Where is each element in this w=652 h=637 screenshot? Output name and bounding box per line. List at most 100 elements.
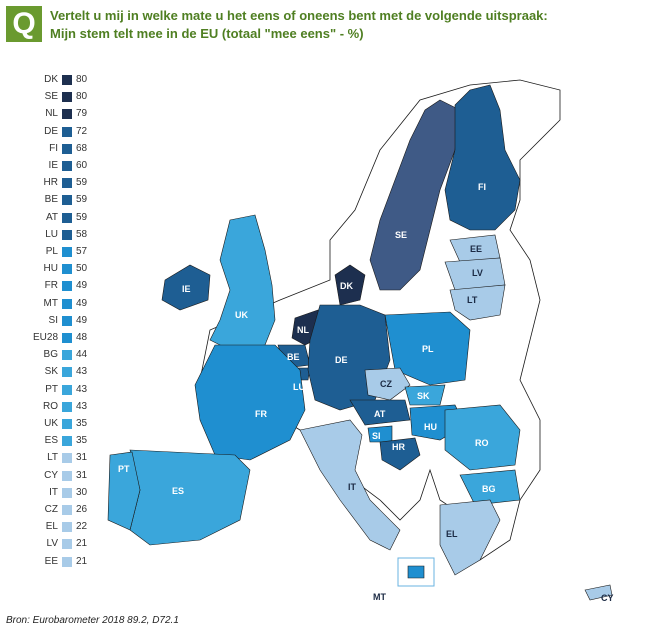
legend-swatch [62, 315, 72, 326]
legend-swatch [62, 161, 72, 171]
country-MT[interactable] [407, 565, 425, 579]
legend-code: CZ [44, 504, 58, 515]
country-IE[interactable] [161, 264, 211, 311]
legend-swatch [62, 281, 72, 292]
country-SK[interactable] [404, 384, 446, 406]
country-PT[interactable] [107, 451, 141, 531]
legend-row: IT 30 [30, 486, 110, 500]
label-SI: SI [372, 431, 381, 441]
legend-row: HR 59 [30, 176, 110, 190]
legend-swatch [62, 522, 72, 533]
legend-swatch [62, 505, 72, 515]
legend-row: LV 21 [30, 537, 110, 551]
legend-row: DK 80 [30, 73, 110, 87]
question-header: Q Vertelt u mij in welke mate u het eens… [6, 6, 646, 46]
label-PL: PL [422, 344, 434, 354]
legend-code: HU [43, 263, 58, 275]
legend-value: 80 [76, 91, 88, 103]
legend-row: BG 44 [30, 348, 110, 362]
legend-code: NL [45, 108, 58, 120]
legend-code: PL [45, 246, 58, 257]
country-IT[interactable] [299, 419, 401, 551]
country-ES[interactable] [129, 449, 251, 546]
legend-row: SI 49 [30, 314, 110, 328]
legend-value: 59 [76, 177, 88, 189]
legend-value: 43 [76, 400, 88, 412]
legend-code: PT [45, 383, 58, 395]
country-BG[interactable] [459, 469, 521, 506]
legend-swatch [62, 436, 72, 447]
legend-row: FR 49 [30, 279, 110, 293]
legend-swatch [62, 178, 72, 189]
country-CY[interactable] [584, 584, 613, 601]
legend-value: 35 [76, 435, 88, 447]
legend-swatch [62, 298, 72, 309]
legend-value: 31 [76, 452, 88, 464]
legend-swatch [62, 229, 72, 240]
legend-code: RO [43, 400, 58, 412]
label-HR: HR [392, 442, 405, 452]
country-CZ[interactable] [364, 367, 411, 401]
country-EL[interactable] [439, 499, 501, 576]
legend-swatch [62, 126, 72, 137]
legend-value: 43 [76, 366, 88, 378]
legend-row: BE 59 [30, 193, 110, 207]
legend-code: FI [49, 142, 58, 154]
legend-value: 58 [76, 228, 88, 240]
legend-swatch [62, 419, 72, 429]
legend-code: UK [44, 418, 58, 429]
legend-row: NL 79 [30, 107, 110, 121]
legend-code: DK [44, 74, 58, 85]
country-AT[interactable] [349, 399, 411, 426]
legend-row: UK 35 [30, 417, 110, 431]
country-RO[interactable] [444, 404, 521, 471]
label-SE: SE [395, 230, 407, 240]
label-UK: UK [235, 310, 248, 320]
label-NL: NL [297, 325, 309, 335]
legend-code: IE [48, 160, 58, 171]
country-LT[interactable] [449, 284, 506, 321]
country-HR[interactable] [379, 437, 421, 471]
legend-value: 57 [76, 246, 88, 257]
label-IE: IE [182, 284, 191, 294]
legend-code: FR [44, 280, 58, 292]
legend-swatch [62, 556, 72, 567]
country-SE[interactable] [369, 99, 461, 291]
label-LT: LT [467, 295, 478, 305]
legend-code: IT [49, 486, 58, 498]
legend-row: SE 80 [30, 90, 110, 104]
legend-swatch [62, 75, 72, 85]
legend-value: 79 [76, 108, 88, 120]
legend-swatch [62, 247, 72, 257]
legend-row: PL 57 [30, 245, 110, 259]
country-DK[interactable] [334, 264, 366, 306]
legend-code: DE [44, 125, 58, 137]
country-FI[interactable] [444, 84, 521, 231]
question-badge: Q [6, 6, 42, 42]
country-FR[interactable] [194, 344, 306, 461]
legend-code: SK [44, 366, 58, 378]
legend-row: IE 60 [30, 159, 110, 173]
legend-swatch [62, 212, 72, 223]
label-PT: PT [118, 464, 130, 474]
label-EL: EL [446, 529, 458, 539]
legend-code: LT [47, 452, 58, 464]
legend-swatch [62, 350, 72, 361]
label-ES: ES [172, 486, 184, 496]
legend-row: RO 43 [30, 400, 110, 414]
legend-value: 49 [76, 314, 88, 326]
legend-row: HU 50 [30, 262, 110, 276]
label-FR: FR [255, 409, 267, 419]
legend-code: BE [44, 194, 58, 206]
question-line-2: Mijn stem telt mee in de EU (totaal "mee… [50, 26, 364, 41]
legend-value: 49 [76, 280, 88, 292]
country-UK[interactable] [209, 214, 276, 351]
legend-code: BG [43, 349, 58, 361]
label-MT: MT [373, 592, 386, 602]
malta-inset-box [397, 557, 435, 587]
label-SK: SK [417, 391, 430, 401]
legend-swatch [62, 109, 72, 120]
label-DE: DE [335, 355, 348, 365]
label-CY: CY [601, 593, 614, 603]
